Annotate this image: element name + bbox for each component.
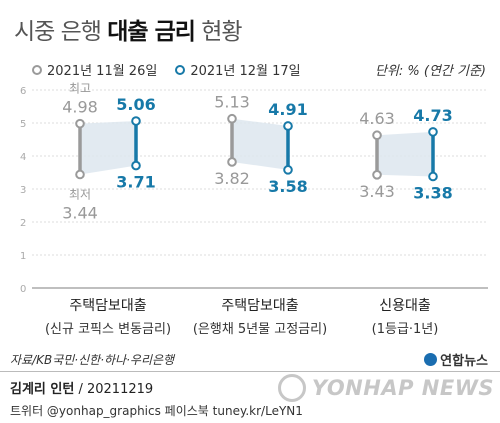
source-text: 자료/KB국민·신한·하나·우리은행 [10,353,175,367]
category-label-2: 신용대출 [379,298,431,314]
category-sublabel-0: (신규 코픽스 변동금리) [45,322,171,337]
legend-marker-gray [32,64,42,75]
point-nov-low-2 [372,170,382,180]
label-nov-low-0: 3.44 [62,203,98,222]
watermark-logo-icon [277,374,306,402]
label-nov-high-2: 4.63 [359,109,395,128]
yonhap-logo: 연합뉴스 [424,350,488,369]
legend-marker-blue [175,64,186,75]
label-nov-low-2: 3.43 [359,182,395,201]
category-sublabel-2: (1등급·1년) [372,322,439,337]
point-dec-low-1 [283,165,293,175]
chart-title: 시중 은행 대출 금리 현황 [14,12,243,46]
label-dec-high-0: 5.06 [116,95,155,114]
legend-item-nov: 2021년 11월 26일 [32,60,157,79]
point-nov-low-1 [227,157,237,167]
annotation-low: 최저 [69,187,91,201]
legend-label-dec: 2021년 12월 17일 [190,64,301,79]
author-separator: / [78,382,87,397]
point-nov-high-1 [227,113,237,124]
legend-label-nov: 2021년 11월 26일 [47,64,158,79]
author-date: 20211219 [86,382,154,397]
category-label-1: 주택담보대출 [221,298,298,314]
y-tick-label-1: 1 [20,251,26,262]
yonhap-logo-icon [424,353,438,366]
unit-label: 단위: % (연간 기준) [374,64,486,79]
y-tick-label-2: 2 [20,218,26,229]
label-nov-high-1: 5.13 [214,93,250,112]
y-tick-label-5: 5 [20,119,26,130]
point-dec-low-0 [131,160,141,171]
point-dec-high-2 [428,127,438,137]
social-links: 트위터 @yonhap_graphics 페이스북 tuney.kr/LeYN1 [10,404,303,418]
y-tick-label-4: 4 [20,152,26,163]
title-part-2: 대출 금리 [107,19,196,45]
point-nov-high-0 [75,118,85,129]
title-part-1: 시중 은행 [14,19,102,45]
point-dec-high-0 [131,116,141,126]
legend: 2021년 11월 26일 2021년 12월 17일 [32,60,301,79]
range-band-2 [377,131,433,177]
yonhap-watermark: YONHAP NEWS [277,374,494,402]
label-nov-high-0: 4.98 [62,98,98,117]
y-tick-label-0: 0 [20,284,26,295]
label-dec-low-1: 3.58 [268,177,307,196]
range-band-1 [232,118,288,170]
label-nov-low-1: 3.82 [214,169,250,188]
point-nov-low-0 [75,169,85,180]
footer-divider [0,371,500,372]
point-dec-high-1 [283,121,293,131]
annotation-high: 최고 [69,82,91,96]
y-tick-label-6: 6 [20,86,26,97]
watermark-text: YONHAP NEWS [311,376,494,400]
title-part-3: 현황 [201,19,242,45]
label-dec-high-2: 4.73 [413,106,452,125]
point-nov-high-2 [372,130,382,141]
range-band-0 [80,121,136,175]
label-dec-low-0: 3.71 [116,173,155,192]
category-label-0: 주택담보대출 [69,298,146,314]
point-dec-low-2 [428,171,438,182]
category-sublabel-1: (은행채 5년물 고정금리) [193,321,327,337]
author-name: 김계리 인턴 [10,382,75,397]
yonhap-logo-text: 연합뉴스 [440,354,488,369]
y-tick-label-3: 3 [20,185,26,196]
legend-item-dec: 2021년 12월 17일 [175,60,301,79]
author-line: 김계리 인턴 / 20211219 [10,378,153,397]
label-dec-high-1: 4.91 [268,100,307,119]
label-dec-low-2: 3.38 [413,183,452,202]
